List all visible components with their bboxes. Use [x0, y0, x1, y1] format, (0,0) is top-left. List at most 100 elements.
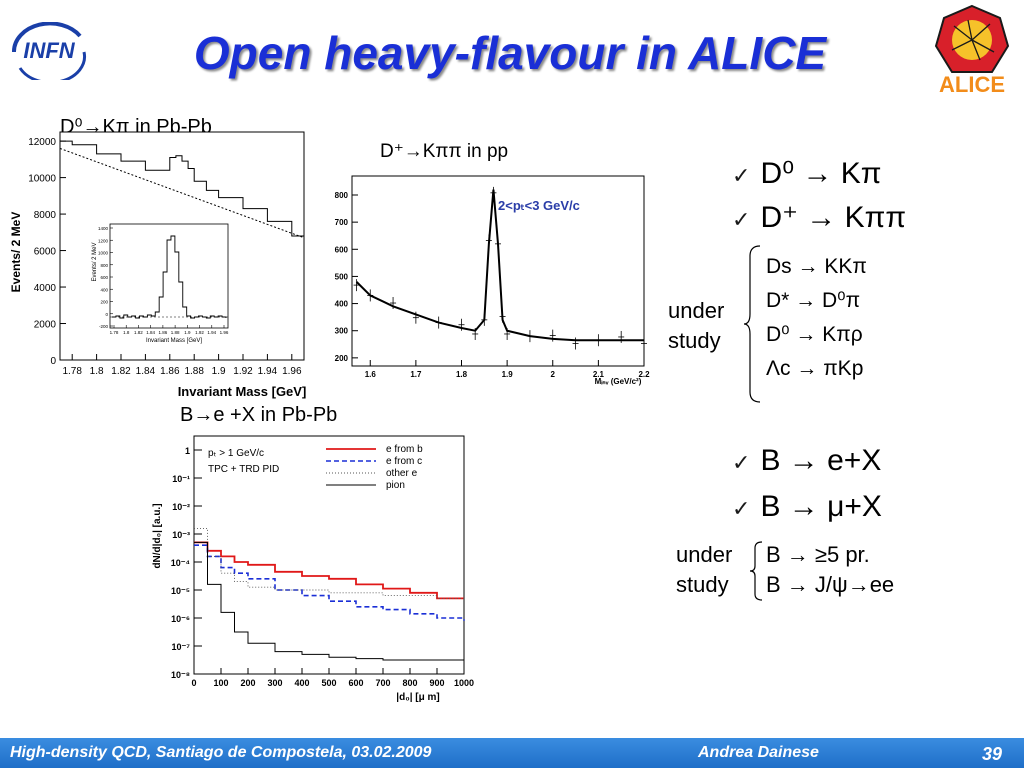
infn-logo: INFN: [8, 21, 90, 85]
brace-charm-icon: [744, 245, 761, 403]
plot1-inset-ytick-label: 1400: [98, 226, 109, 231]
charm-study-item: D* → D⁰π: [766, 289, 861, 312]
plot1-inset-ytick-label: -200: [99, 324, 109, 329]
plot3-ylabel: dN/d|d₀| [a.u.]: [152, 503, 163, 568]
plot3-xtick-label: 1000: [454, 678, 474, 688]
plot3-legend-label: e from c: [386, 456, 422, 467]
plot2-xtick-label: 1.9: [502, 370, 514, 379]
plot3: 1 10⁻¹ 10⁻² 10⁻³ 10⁻⁴ 10⁻⁵ 10⁻⁶ 10⁻⁷ 10⁻⁸ 0 100 20…: [146, 428, 478, 706]
plot1-ylabel: Events/ 2 MeV: [9, 212, 23, 293]
plot1-xtick-label: 1.86: [160, 366, 180, 377]
plot3-ytick-label: 10⁻⁷: [172, 642, 191, 652]
plot1-inset-ytick-label: 400: [100, 287, 108, 292]
plot2-xtick-label: 2: [551, 370, 556, 379]
plot3-ytick-label: 1: [185, 446, 190, 456]
plot2-ytick-label: 300: [335, 327, 349, 336]
plot2-ytick-label: 700: [335, 218, 349, 227]
plot3-xtick-label: 900: [429, 678, 444, 688]
plot3-ytick-label: 10⁻⁴: [171, 558, 190, 568]
plot1-inset-ylabel: Events/ 2 MeV: [92, 242, 98, 281]
bullet-b-mu-text: B → μ+X: [760, 490, 882, 523]
under-study-label-charm: under study: [668, 296, 724, 356]
plot1-inset-ytick-label: 1200: [98, 238, 109, 243]
page-title: Open heavy-flavour in ALICE: [193, 27, 827, 79]
plot1-inset-xtick-label: 1.8: [123, 330, 130, 335]
plot3-note-pid: TPC + TRD PID: [208, 464, 279, 475]
plot3-xlabel: |d₀| [μ m]: [396, 692, 439, 703]
plot1-xtick-label: 1.82: [111, 366, 131, 377]
plot3-ytick-label: 10⁻³: [172, 530, 190, 540]
bullet-dplus-text: D⁺ → Kππ: [760, 201, 907, 234]
charm-study-list: Ds → KKπ D* → D⁰π D⁰ → Kπρ Λc → πKp: [766, 250, 867, 386]
plot3-legend-label: e from b: [386, 444, 423, 455]
plot1-inset-xtick-label: 1.92: [195, 330, 204, 335]
plot1-inset-ytick-label: 1000: [98, 251, 109, 256]
beauty-study-item: B → ≥5 pr.: [766, 542, 870, 567]
plot3-xtick-label: 400: [294, 678, 309, 688]
plot3-legend-label: other e: [386, 468, 418, 479]
plot3-xtick-label: 500: [321, 678, 336, 688]
plot1-inset-xtick-label: 1.94: [207, 330, 216, 335]
plot2-xlabel: Mᵢₙᵥ (GeV/c²): [595, 377, 642, 386]
plot1-inset-ytick-label: 200: [100, 300, 108, 305]
under-study-line2: study: [676, 572, 729, 597]
plot2-ytick-label: 400: [335, 300, 349, 309]
plot3-xtick-label: 800: [402, 678, 417, 688]
plot1-inset-histogram: [112, 235, 227, 319]
plot2-xtick-label: 1.8: [456, 370, 468, 379]
plot2-xtick-label: 2.1: [593, 370, 605, 379]
plot2-label: D⁺→Kππ in pp: [380, 141, 509, 162]
infn-logo-text: INFN: [23, 38, 75, 63]
plot3-legend-label: pion: [386, 480, 405, 491]
plot1-inset-xtick-label: 1.86: [159, 330, 168, 335]
plot1-inset-xtick-label: 1.82: [134, 330, 143, 335]
plot1-xtick-label: 1.96: [282, 366, 302, 377]
plot2-xtick-label: 1.7: [410, 370, 422, 379]
plot2-ytick-label: 200: [335, 354, 349, 363]
plot1-inset: -200 0 200 400 600 800 1000 1200 1400 1.78 1.8 1.8…: [92, 223, 229, 344]
plot3-ytick-label: 10⁻⁸: [171, 670, 190, 680]
charm-study-item: Ds → KKπ: [766, 255, 867, 278]
alice-logo-text: ALICE: [939, 72, 1005, 97]
charm-study-item: Λc → πKp: [766, 357, 864, 380]
plot1-xtick-label: 1.9: [212, 366, 226, 377]
plot1-xtick-label: 1.78: [62, 366, 82, 377]
plot1-xtick-label: 1.84: [136, 366, 156, 377]
bullet-d0-text: D⁰ → Kπ: [760, 157, 882, 190]
plot2-ytick-label: 600: [335, 245, 349, 254]
plot3-label: B→e +X in Pb-Pb: [180, 404, 338, 426]
plot1-inset-xtick-label: 1.96: [220, 330, 229, 335]
plot1-ytick-label: 2000: [34, 320, 57, 331]
plot3-xtick-label: 300: [267, 678, 282, 688]
plot1-inset-ytick-label: 800: [100, 263, 108, 268]
plot1-ytick-label: 0: [50, 356, 56, 367]
bullet-b-e-text: B → e+X: [760, 444, 882, 477]
plot1-xtick-label: 1.8: [90, 366, 104, 377]
plot1-fit-line: [59, 147, 305, 239]
plot3-xtick-label: 100: [213, 678, 228, 688]
plot3-series-e-from-b: [194, 541, 464, 600]
plot1-inset-xtick-label: 1.84: [146, 330, 155, 335]
under-study-label-beauty: under study: [676, 540, 732, 600]
plot1-ytick-label: 8000: [34, 210, 57, 221]
plot3-xtick-label: 200: [240, 678, 255, 688]
plot1-inset-xtick-label: 1.78: [110, 330, 119, 335]
plot3-xtick-label: 600: [348, 678, 363, 688]
charm-study-item: D⁰ → Kπρ: [766, 323, 863, 346]
plot1-inset-ytick-label: 0: [105, 312, 108, 317]
plot1-inset-xlabel: Invariant Mass [GeV]: [146, 338, 202, 344]
bullet-b-mu: ✓ B → μ+X: [732, 490, 882, 524]
plot3-xtick-label: 700: [375, 678, 390, 688]
plot2-legend: 2<pₜ<3 GeV/c: [498, 198, 580, 213]
footer-bar: High-density QCD, Santiago de Compostela…: [0, 738, 1024, 768]
plot2-xtick-label: 1.6: [365, 370, 377, 379]
plot1-ytick-label: 10000: [28, 174, 56, 185]
check-icon: ✓: [732, 450, 751, 475]
plot3-ytick-label: 10⁻²: [172, 502, 190, 512]
plot2-ytick-label: 500: [335, 272, 349, 281]
plot3-ytick-label: 10⁻¹: [172, 474, 190, 484]
beauty-study-item: B → J/ψ→ee: [766, 572, 895, 597]
bullet-b-e: ✓ B → e+X: [732, 444, 881, 478]
footer-conference: High-density QCD, Santiago de Compostela…: [10, 744, 432, 761]
